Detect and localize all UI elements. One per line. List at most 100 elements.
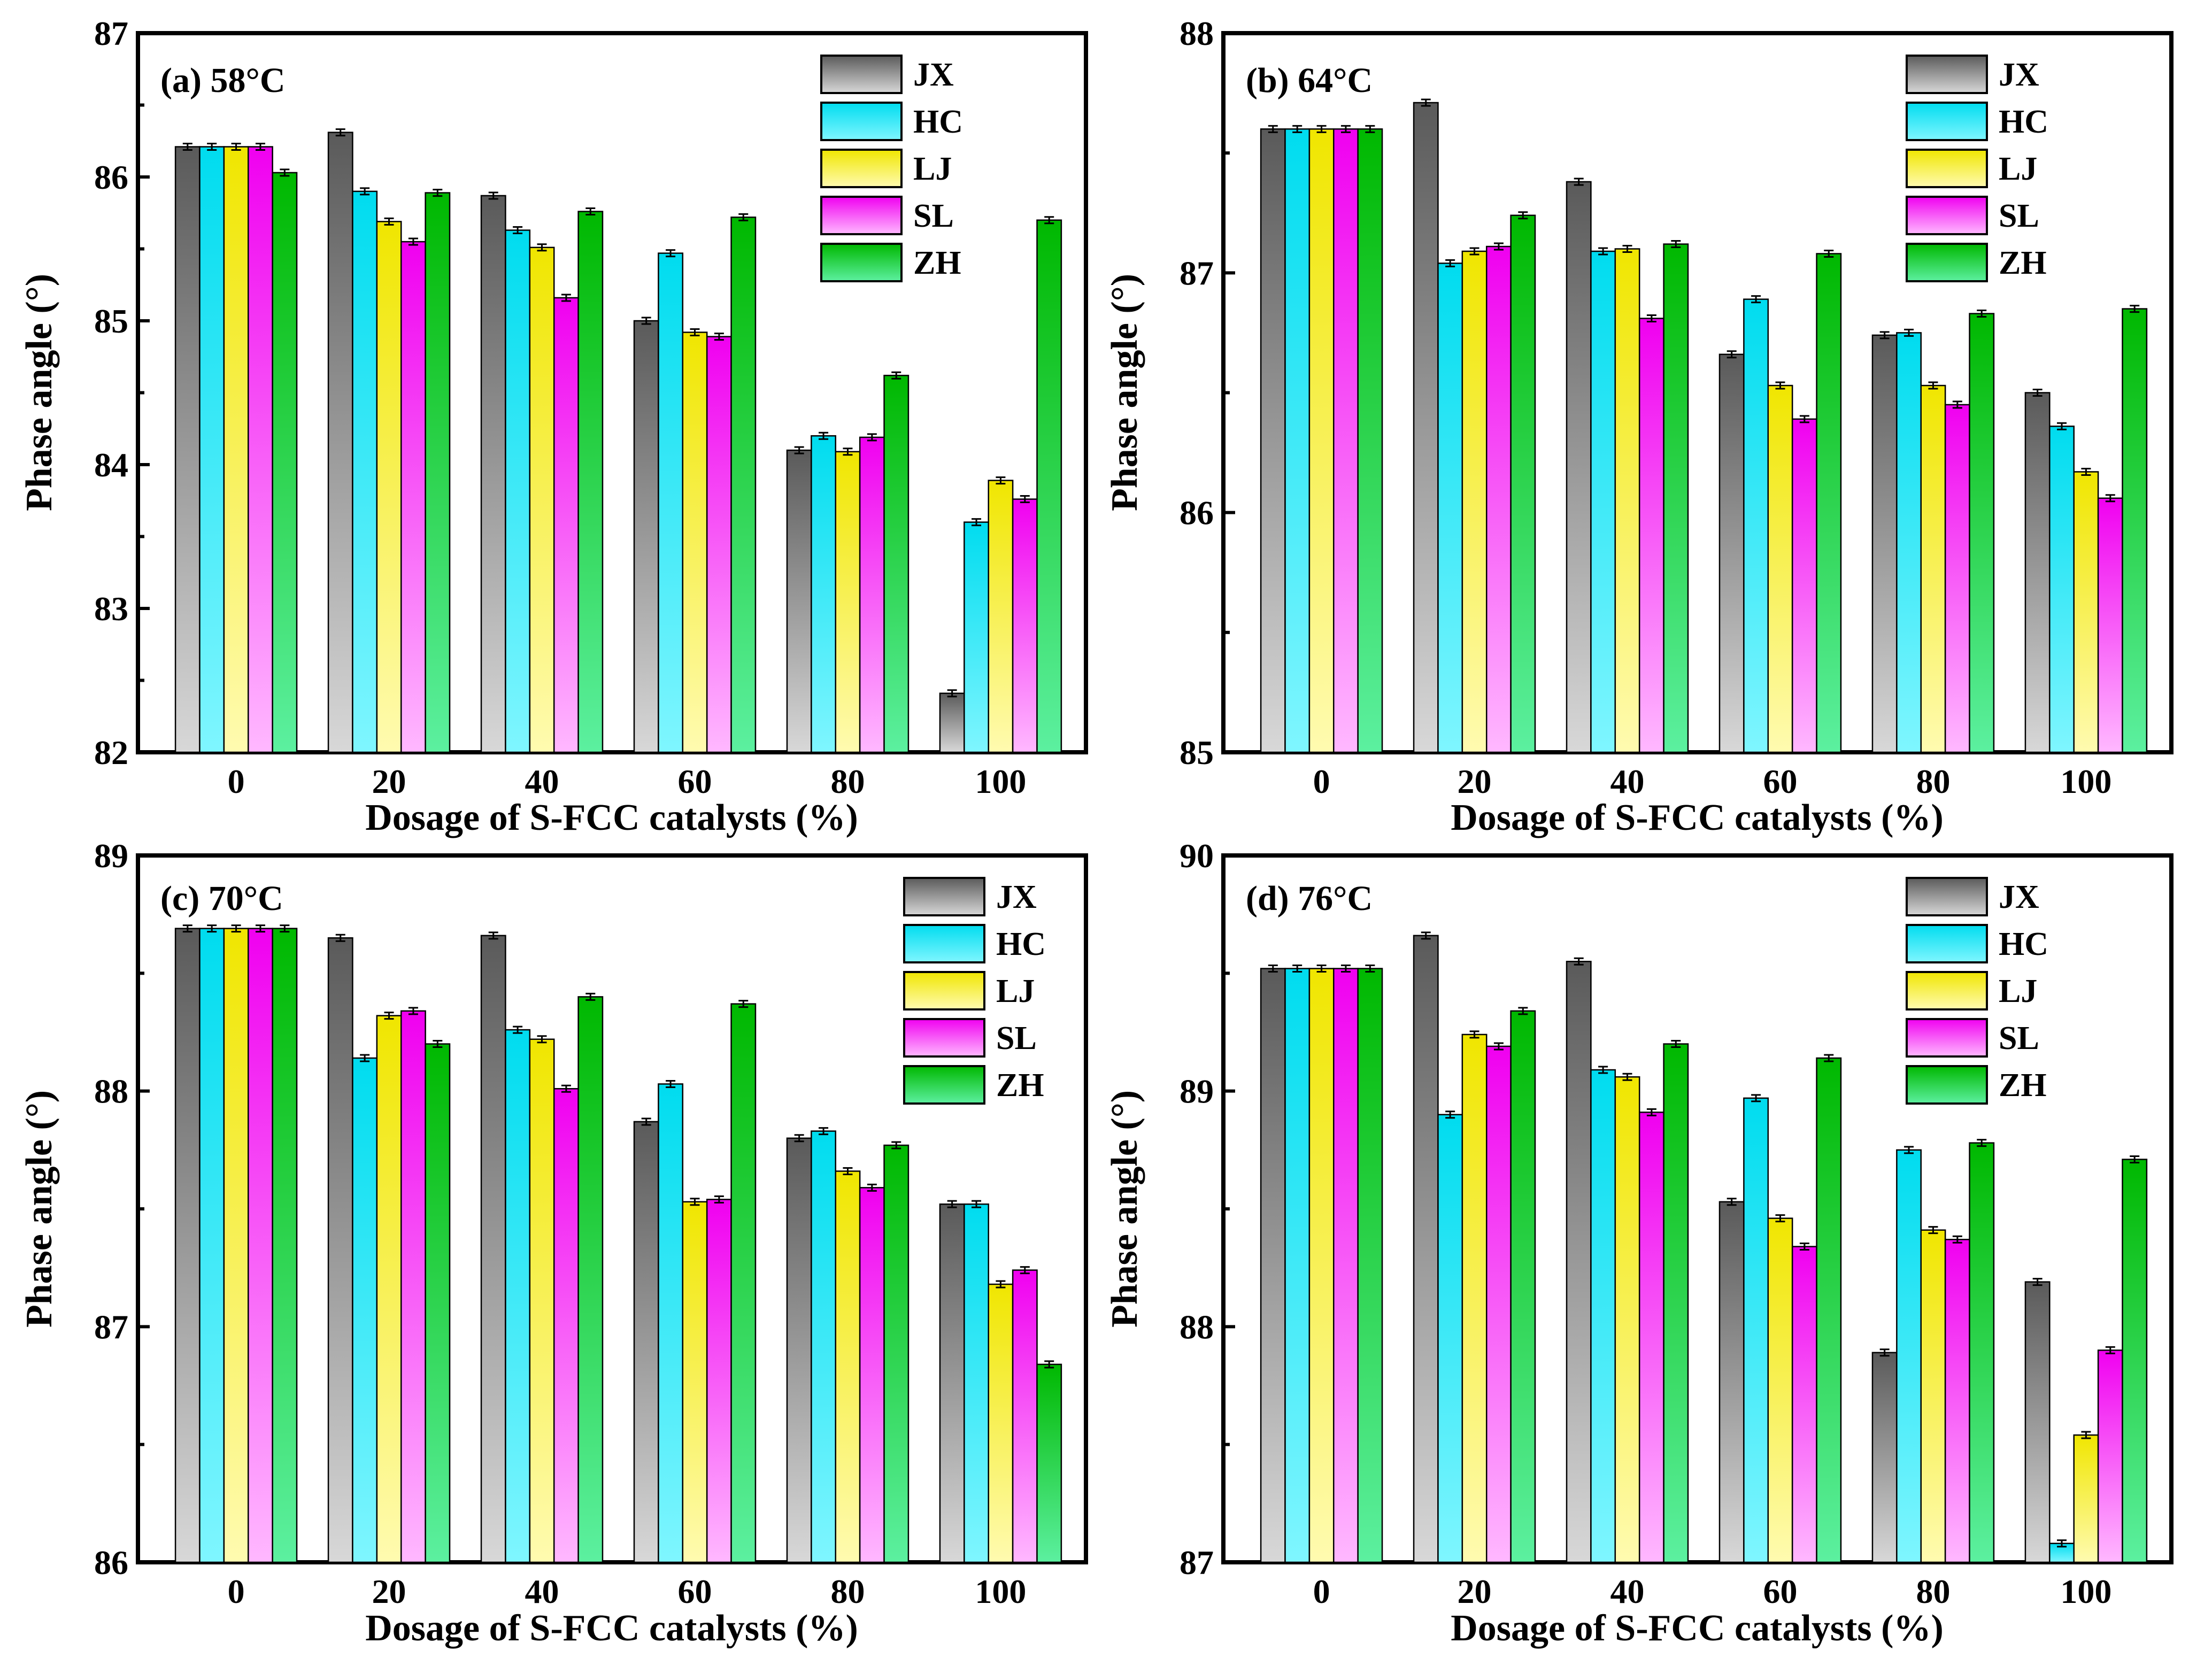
x-axis: 0 20 40 60 80 100 — [228, 1552, 1026, 1610]
y-axis: 85 86 87 88 — [1180, 14, 1235, 772]
error-bar — [1799, 415, 1809, 423]
legend: JX HC LJ SL ZH — [1906, 55, 2048, 282]
legend-label-zh: ZH — [1999, 245, 2047, 281]
y-tick-label: 87 — [1180, 254, 1214, 292]
bar-hc-100 — [2049, 426, 2075, 753]
error-bar — [714, 333, 724, 341]
bar-hc-0 — [199, 146, 225, 753]
error-bar — [585, 992, 596, 1001]
bar-jx-60 — [1718, 1201, 1745, 1563]
error-bar — [714, 1195, 724, 1204]
error-bar — [1727, 1198, 1737, 1206]
x-tick-label: 40 — [525, 762, 559, 800]
legend-swatch-sl — [1906, 196, 1988, 235]
bar-jx-60 — [633, 1121, 659, 1563]
bar-sl-40 — [1638, 318, 1664, 753]
x-tick-label: 40 — [1610, 762, 1645, 800]
bar-zh-0 — [1357, 968, 1383, 1563]
bar-lj-100 — [988, 480, 1014, 753]
x-tick-label: 100 — [975, 762, 1026, 800]
error-bar — [2130, 305, 2140, 313]
error-bar — [384, 217, 394, 226]
legend-label-zh: ZH — [913, 245, 961, 281]
bar-hc-20 — [352, 1057, 378, 1563]
legend-label-jx: JX — [913, 57, 954, 93]
legend-label-hc: HC — [996, 926, 1046, 962]
y-tick-label: 90 — [1180, 837, 1214, 875]
error-bar — [1518, 211, 1528, 220]
y-tick-label: 88 — [1180, 1308, 1214, 1346]
error-bar — [1952, 1235, 1962, 1244]
bar-lj-100 — [2073, 1434, 2099, 1563]
bar-sl-60 — [1791, 418, 1817, 753]
error-bar — [513, 226, 523, 235]
error-bar — [1469, 247, 1479, 256]
error-bar — [207, 143, 217, 151]
bar-jx-0 — [1260, 128, 1286, 753]
y-tick-label: 83 — [94, 590, 128, 628]
error-bar — [182, 924, 192, 933]
x-tick-label: 80 — [830, 762, 865, 800]
bar-zh-100 — [1036, 1363, 1062, 1563]
error-bar — [1646, 1108, 1656, 1116]
bar-lj-60 — [1767, 1217, 1793, 1563]
error-bar — [408, 1007, 418, 1015]
error-bar — [1020, 1266, 1030, 1275]
error-bar — [891, 1141, 901, 1150]
legend-label-sl: SL — [1999, 1020, 2039, 1056]
bar-zh-40 — [1663, 1043, 1689, 1563]
bar-jx-80 — [786, 449, 812, 753]
y-axis: 86 87 88 89 — [94, 837, 150, 1582]
bar-zh-80 — [1969, 1142, 1995, 1563]
x-axis: 0 20 40 60 80 100 — [228, 742, 1026, 800]
legend-label-jx: JX — [1999, 57, 2039, 93]
error-bar — [690, 1198, 700, 1206]
x-tick-label: 20 — [1458, 762, 1492, 800]
bar-sl-0 — [248, 146, 273, 753]
bar-sl-0 — [1333, 128, 1359, 753]
error-bar — [666, 1079, 676, 1088]
bar-zh-40 — [577, 996, 604, 1563]
error-bar — [1493, 1042, 1504, 1051]
error-bar — [2081, 1431, 2091, 1439]
error-bar — [2105, 494, 2115, 503]
bar-hc-40 — [1590, 250, 1616, 753]
panel-title: (d) 76°C — [1246, 879, 1373, 918]
bar-group — [1260, 931, 2148, 1563]
legend-swatch-hc — [820, 102, 903, 141]
bar-jx-0 — [1260, 968, 1286, 1563]
bar-lj-40 — [1614, 248, 1640, 753]
bar-jx-100 — [939, 1203, 965, 1563]
y-axis: 87 88 89 90 — [1180, 837, 1235, 1582]
bar-hc-80 — [811, 1130, 837, 1563]
error-bar — [1598, 1066, 1608, 1074]
error-bar — [2081, 467, 2091, 476]
error-bar — [537, 1035, 547, 1044]
x-tick-label: 100 — [2060, 1572, 2111, 1610]
y-tick-label: 89 — [1180, 1073, 1214, 1110]
x-tick-label: 60 — [677, 762, 712, 800]
error-bar — [585, 207, 596, 216]
bar-lj-40 — [1614, 1076, 1640, 1563]
bar-lj-20 — [1461, 1033, 1487, 1563]
y-tick-label: 86 — [94, 1544, 128, 1582]
bar-hc-40 — [1590, 1069, 1616, 1563]
legend-swatch-sl — [820, 196, 903, 235]
y-tick-label: 87 — [94, 1308, 128, 1346]
error-bar — [1574, 178, 1584, 186]
error-bar — [231, 924, 241, 933]
bar-zh-80 — [883, 1144, 910, 1563]
error-bar — [972, 1200, 982, 1208]
y-tick-label: 84 — [94, 446, 128, 484]
bar-jx-100 — [2024, 392, 2051, 753]
bar-jx-40 — [1566, 961, 1592, 1563]
error-bar — [1421, 98, 1431, 107]
error-bar — [690, 328, 700, 337]
legend-label-zh: ZH — [1999, 1067, 2047, 1104]
legend-label-zh: ZH — [996, 1067, 1044, 1104]
error-bar — [1622, 1073, 1632, 1081]
y-tick-label: 87 — [94, 14, 128, 52]
error-bar — [1044, 1360, 1054, 1369]
error-bar — [335, 128, 345, 137]
